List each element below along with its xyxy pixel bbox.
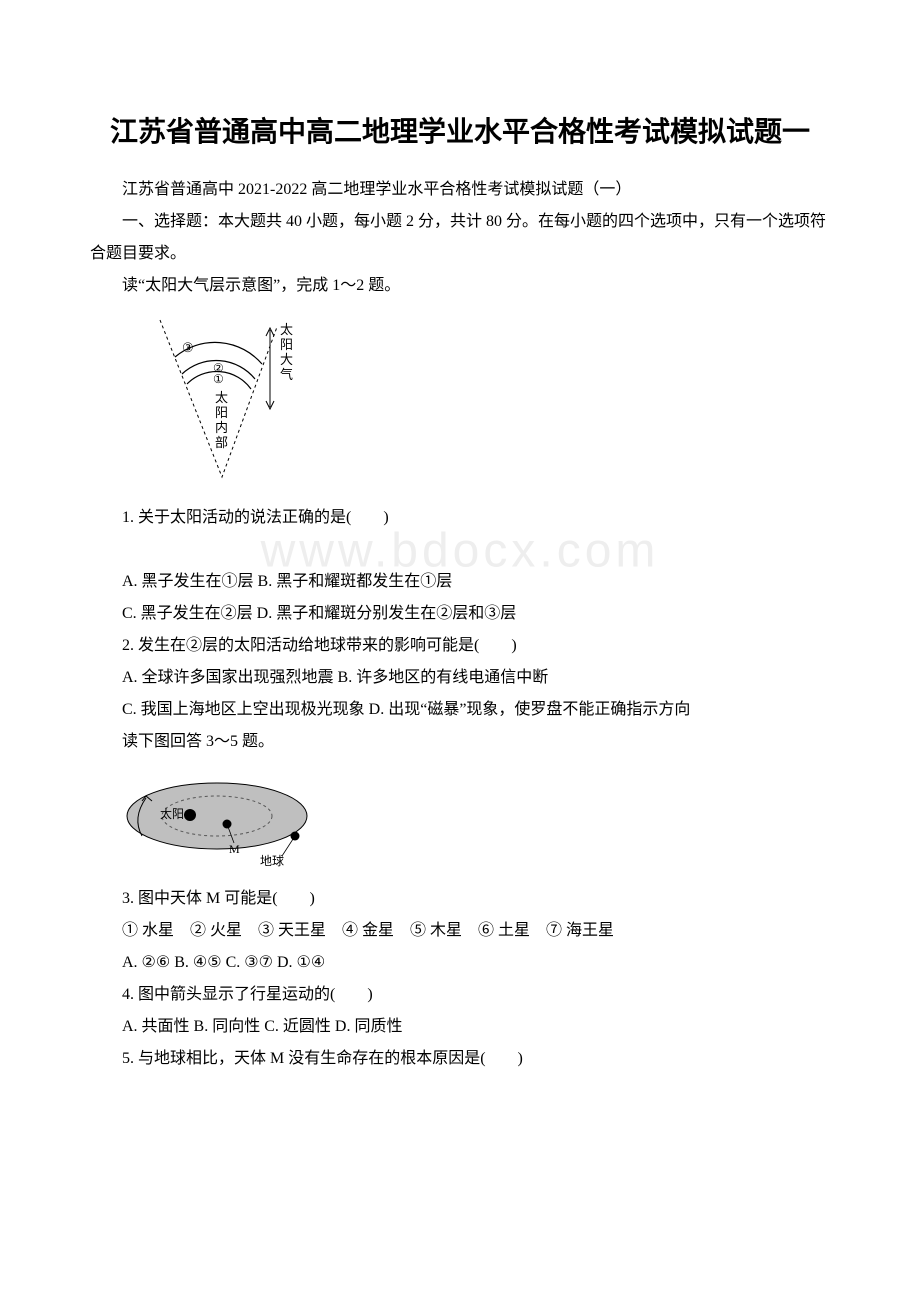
label-sun: 太阳 [160,806,184,821]
q4-text: 4. 图中箭头显示了行星运动的( ) [90,979,830,1011]
q2-ab: A. 全球许多国家出现强烈地震 B. 许多地区的有线电通信中断 [90,662,830,694]
q1-empty [90,534,830,566]
prompt-3-5: 读下图回答 3～5 题。 [90,726,830,758]
instructions: 一、选择题：本大题共 40 小题，每小题 2 分，共计 80 分。在每小题的四个… [90,206,830,270]
label-m: M [229,842,240,856]
label-circ3: ③ [182,340,194,355]
figure-orbit: 太阳 M 地球 [122,768,830,873]
doc-subtitle: 江苏省普通高中 2021-2022 高二地理学业水平合格性考试模拟试题（一） [90,174,830,206]
q5-text: 5. 与地球相比，天体 M 没有生命存在的根本原因是( ) [90,1043,830,1075]
q3-options: ① 水星 ② 火星 ③ 天王星 ④ 金星 ⑤ 木星 ⑥ 土星 ⑦ 海王星 [90,915,830,947]
q2-cd: C. 我国上海地区上空出现极光现象 D. 出现“磁暴”现象，使罗盘不能正确指示方… [90,694,830,726]
label-circ1: ① [213,372,224,386]
q1-text: 1. 关于太阳活动的说法正确的是( ) [90,502,830,534]
label-sun-atm-1: 阳 [280,337,293,352]
q3-abcd: A. ②⑥ B. ④⑤ C. ③⑦ D. ①④ [90,947,830,979]
label-inner-1: 阳 [215,405,228,420]
prompt-1-2: 读“太阳大气层示意图”，完成 1～2 题。 [90,270,830,302]
label-sun-atm-3: 气 [280,367,293,382]
label-sun-atm-2: 大 [280,352,293,367]
q3-text: 3. 图中天体 M 可能是( ) [90,883,830,915]
label-inner-2: 内 [215,420,228,435]
q1-cd: C. 黑子发生在②层 D. 黑子和耀斑分别发生在②层和③层 [90,598,830,630]
q2-text: 2. 发生在②层的太阳活动给地球带来的影响可能是( ) [90,630,830,662]
figure-sun-atmosphere: 太 阳 大 气 ③ ② ① 太 阳 内 部 [122,312,830,492]
label-sun-atm-0: 太 [280,322,293,337]
label-earth: 地球 [260,854,284,868]
label-inner-0: 太 [215,390,228,405]
doc-title: 江苏省普通高中高二地理学业水平合格性考试模拟试题一 [90,110,830,150]
q1-ab: A. 黑子发生在①层 B. 黑子和耀斑都发生在①层 [90,566,830,598]
q4-abcd: A. 共面性 B. 同向性 C. 近圆性 D. 同质性 [90,1011,830,1043]
label-inner-3: 部 [215,435,228,450]
